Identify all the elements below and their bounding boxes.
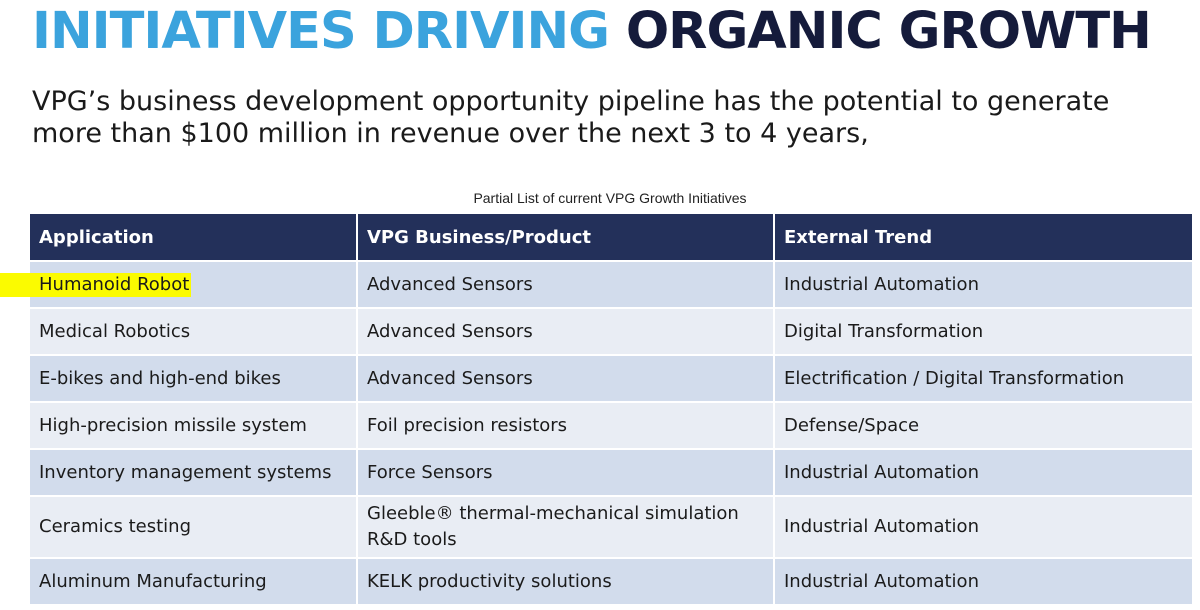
table-row: High-precision missile system Foil preci… — [30, 402, 1192, 450]
cell-business-product: Foil precision resistors — [357, 402, 775, 450]
cell-external-trend: Digital Transformation — [774, 308, 1192, 356]
cell-business-product: Gleeble® thermal-mechanical simulation R… — [357, 496, 775, 559]
cell-external-trend: Industrial Automation — [774, 496, 1192, 559]
cell-external-trend: Industrial Automation — [774, 449, 1192, 497]
cell-business-product: Advanced Sensors — [357, 308, 775, 356]
table-row: Inventory management systems Force Senso… — [30, 449, 1192, 497]
growth-initiatives-table: Application VPG Business/Product Externa… — [30, 214, 1192, 606]
cell-business-product: Advanced Sensors — [357, 355, 775, 403]
cell-external-trend: Electrification / Digital Transformation — [774, 355, 1192, 403]
table-row: Medical Robotics Advanced Sensors Digita… — [30, 308, 1192, 356]
header-external-trend: External Trend — [774, 214, 1192, 262]
header-business-product: VPG Business/Product — [357, 214, 775, 262]
table-row: Ceramics testing Gleeble® thermal-mechan… — [30, 496, 1192, 559]
cell-application: Medical Robotics — [30, 308, 358, 356]
cell-application: Humanoid Robot — [30, 261, 358, 309]
table-header-row: Application VPG Business/Product Externa… — [30, 214, 1192, 262]
header-application: Application — [30, 214, 358, 262]
title-highlight: INITIATIVES DRIVING — [32, 2, 610, 61]
cell-external-trend: Industrial Automation — [774, 261, 1192, 309]
cell-application: Aluminum Manufacturing — [30, 558, 358, 606]
table-caption: Partial List of current VPG Growth Initi… — [473, 190, 747, 206]
cell-application: E-bikes and high-end bikes — [30, 355, 358, 403]
title-rest: ORGANIC GROWTH — [625, 2, 1152, 61]
table-row: Aluminum Manufacturing KELK productivity… — [30, 558, 1192, 606]
cell-external-trend: Industrial Automation — [774, 558, 1192, 606]
slide-title: INITIATIVES DRIVING ORGANIC GROWTH — [32, 2, 1152, 61]
cell-application: High-precision missile system — [30, 402, 358, 450]
cell-business-product: Force Sensors — [357, 449, 775, 497]
table-row: E-bikes and high-end bikes Advanced Sens… — [30, 355, 1192, 403]
highlighted-application: Humanoid Robot — [39, 272, 192, 297]
cell-application: Ceramics testing — [30, 496, 358, 559]
table-row: Humanoid Robot Advanced Sensors Industri… — [30, 261, 1192, 309]
cell-application: Inventory management systems — [30, 449, 358, 497]
cell-business-product: Advanced Sensors — [357, 261, 775, 309]
slide-subtitle: VPG’s business development opportunity p… — [32, 86, 1110, 149]
cell-external-trend: Defense/Space — [774, 402, 1192, 450]
cell-business-product: KELK productivity solutions — [357, 558, 775, 606]
